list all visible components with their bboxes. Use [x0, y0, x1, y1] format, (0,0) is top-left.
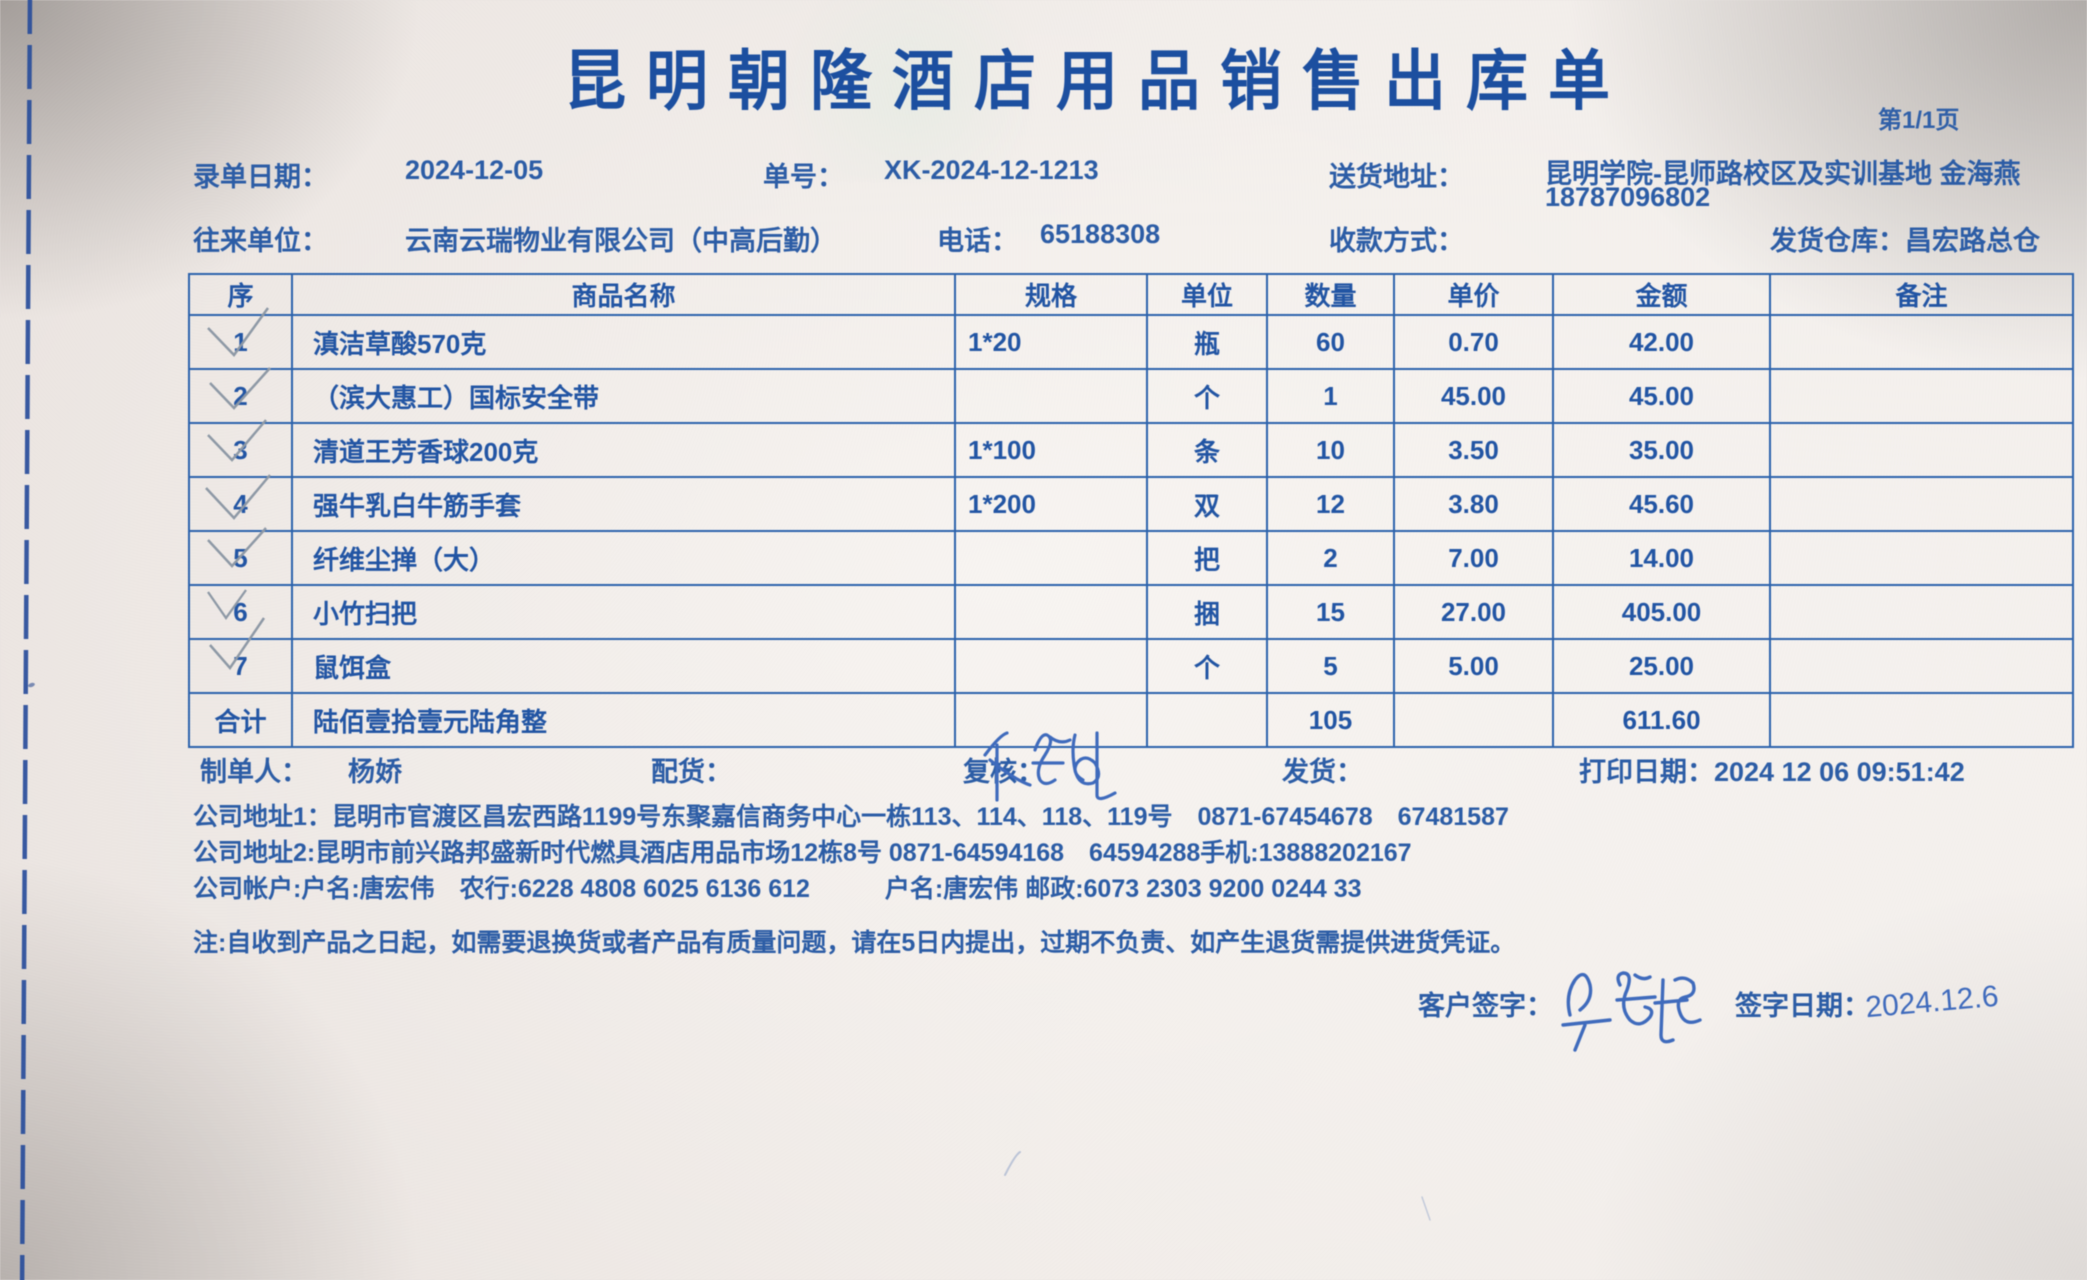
svg-text:2024.12.6: 2024.12.6: [1864, 980, 2000, 1025]
